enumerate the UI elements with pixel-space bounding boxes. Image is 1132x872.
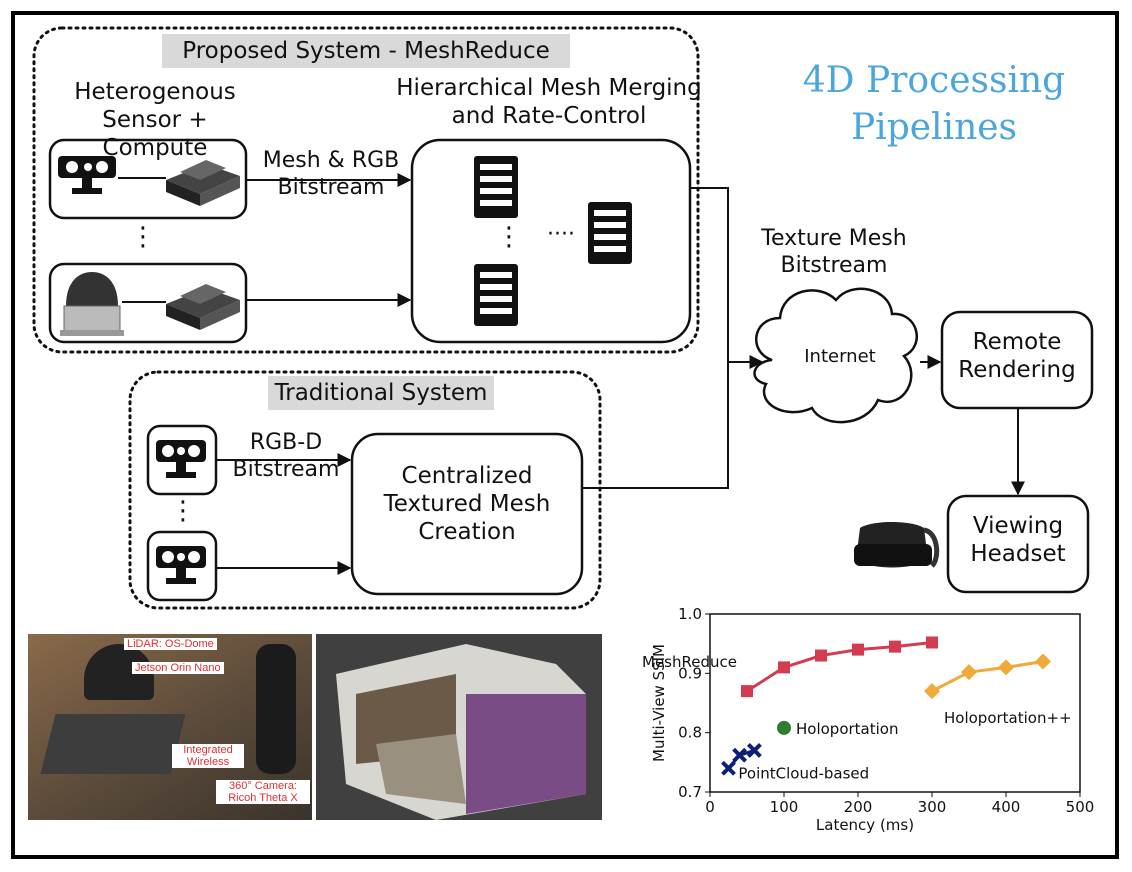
hardware-photo: LiDAR: OS-Dome Jetson Orin Nano Integrat…	[28, 634, 312, 820]
meshreduce-line	[746, 640, 933, 693]
holoportation-point	[777, 720, 791, 735]
x-tick-label: 100	[770, 798, 799, 816]
y-axis-label: Multi-View SSIM	[650, 644, 668, 762]
meshreduce-point	[778, 661, 790, 674]
holoportation-label: Holoportation++	[944, 709, 1072, 727]
proposed-system-header: Proposed System - MeshReduce	[162, 34, 570, 68]
server-rack-icon	[474, 264, 518, 326]
pointcloud-based-point	[721, 760, 736, 776]
board-stack	[40, 714, 186, 774]
holoportation-point	[924, 683, 940, 700]
lidar-dome-icon	[60, 272, 124, 336]
meshreduce-point	[889, 640, 901, 653]
y-tick-label: 0.9	[678, 664, 702, 682]
traditional-system-container	[128, 370, 602, 610]
y-tick-label: 0.7	[678, 783, 702, 801]
centralized-mesh-label: Centralized Textured Mesh Creation	[383, 463, 551, 546]
x-tick-label: 400	[992, 798, 1021, 816]
internet-cloud	[753, 287, 919, 424]
sensor-compute-label: Heterogenous Sensor + Compute	[74, 79, 236, 162]
vertical-ellipsis: ⋮	[170, 496, 196, 526]
holoportation-label: Holoportation	[796, 720, 898, 738]
latency-ssim-chart: 0 100 200 300 400 500 0.7 0.8 0.9 1.0 Latency (ms)…	[642, 605, 1095, 834]
vertical-ellipsis: ⋮	[130, 222, 156, 252]
central-box	[350, 432, 584, 596]
viewing-headset-label: Viewing Headset	[970, 513, 1066, 568]
traditional-system-header: Traditional System	[268, 376, 494, 410]
y-tick-label: 1.0	[678, 605, 702, 623]
meshreduce-point	[815, 649, 827, 662]
x-tick-label: 200	[844, 798, 873, 816]
depth-camera-icon	[156, 546, 206, 584]
lidar-photo-label: LiDAR: OS-Dome	[124, 638, 217, 650]
room-mesh-illustration	[336, 644, 586, 820]
jetson-photo-label: Jetson Orin Nano	[132, 662, 224, 674]
mesh-rgb-bitstream-label: Mesh & RGB Bitstream	[262, 148, 400, 200]
holoportation-point	[1035, 653, 1051, 670]
x-tick-label: 0	[705, 798, 715, 816]
holoportation-point	[998, 659, 1014, 676]
x-tick-label: 500	[1066, 798, 1095, 816]
page-title: 4D Processing Pipelines	[802, 60, 1066, 148]
hierarchical-merge-label: Hierarchical Mesh Merging and Rate-Contr…	[396, 75, 702, 130]
holoportation-line	[931, 659, 1044, 693]
server-rack-icon	[588, 202, 632, 264]
horizontal-ellipsis: ····	[547, 222, 575, 247]
holoportation-point	[961, 664, 977, 681]
depth-camera-icon	[58, 156, 116, 194]
wireless-photo-label: Integrated Wireless	[172, 744, 244, 768]
camera-photo-label: 360° Camera: Ricoh Theta X	[216, 780, 310, 804]
jetson-board-icon	[166, 160, 240, 206]
pointcloud-based-label: PointCloud-based	[738, 764, 869, 782]
mesh-render-image	[316, 634, 602, 820]
rgbd-bitstream-label: RGB-D Bitstream	[232, 430, 340, 482]
texture-mesh-bitstream-label: Texture Mesh Bitstream	[761, 226, 907, 278]
vr-headset-icon	[854, 522, 940, 568]
headset-box	[946, 494, 1090, 594]
proposed-system-container	[32, 26, 700, 354]
server-rack-icon	[474, 156, 518, 218]
pointcloud-based-point	[732, 747, 748, 763]
meshreduce-point	[852, 643, 864, 656]
meshreduce-label: MeshReduce	[642, 653, 737, 671]
depth-camera-icon	[156, 440, 206, 478]
x-axis-label: Latency (ms)	[816, 816, 914, 834]
jetson-board-icon	[166, 284, 240, 330]
camera-device	[256, 644, 296, 774]
pointcloud-based-point	[746, 743, 762, 758]
y-tick-label: 0.8	[678, 724, 702, 742]
meshreduce-point	[926, 636, 938, 649]
meshreduce-point	[741, 685, 753, 698]
x-tick-label: 300	[918, 798, 947, 816]
vertical-ellipsis: ⋮	[496, 222, 522, 252]
remote-rendering-label: Remote Rendering	[958, 329, 1076, 384]
internet-label: Internet	[804, 346, 876, 367]
